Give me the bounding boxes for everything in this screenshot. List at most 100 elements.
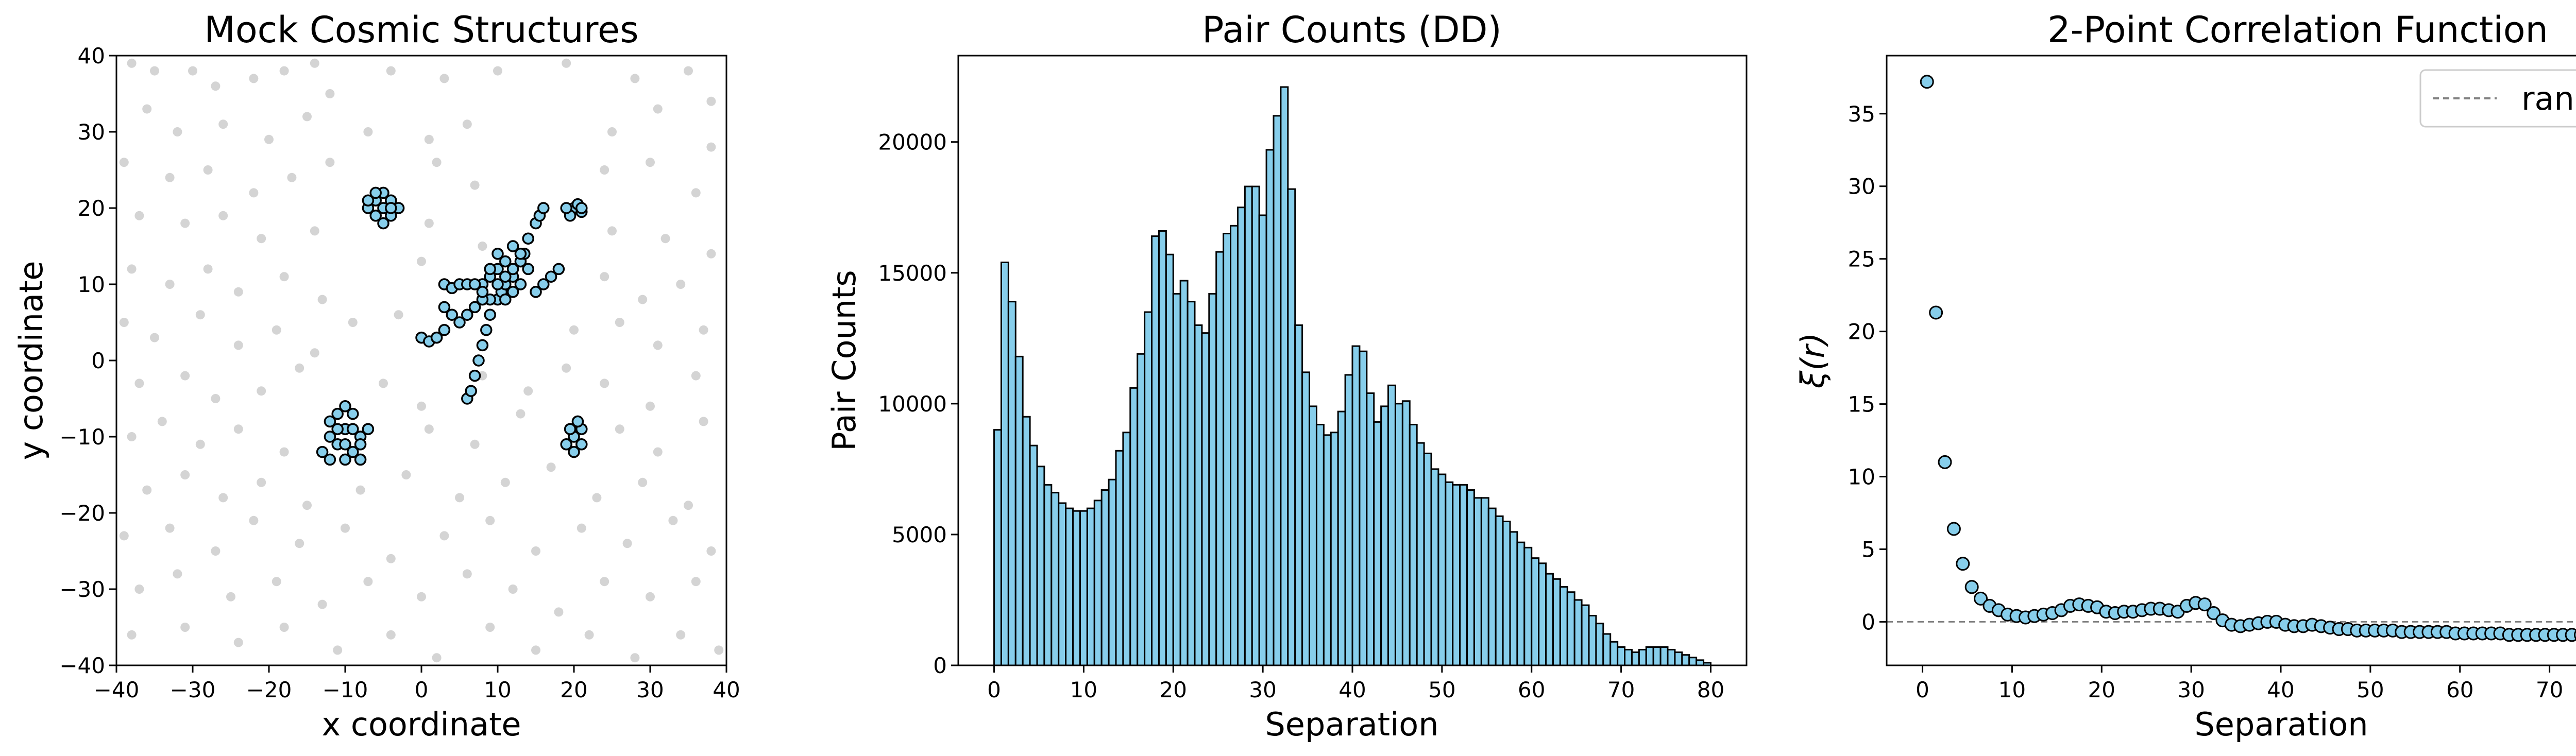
histogram-bar	[1581, 604, 1590, 666]
histogram-bar	[1631, 651, 1640, 666]
histogram-bar	[1251, 185, 1260, 666]
histogram-bar	[1545, 573, 1554, 666]
field-point	[180, 371, 190, 381]
histogram-bar	[1287, 188, 1296, 666]
y-tick-label: −40	[59, 653, 105, 678]
field-point	[417, 401, 426, 411]
cluster-point	[476, 286, 489, 298]
field-point	[165, 523, 175, 533]
cluster-point	[492, 278, 504, 290]
xi-point	[2197, 597, 2212, 612]
field-point	[638, 477, 648, 487]
field-point	[562, 58, 571, 68]
x-tick-label: 30	[2177, 677, 2205, 702]
field-point	[226, 592, 235, 602]
field-point	[310, 348, 319, 358]
field-point	[577, 523, 586, 533]
cluster-point	[552, 263, 565, 276]
histogram-bar	[1230, 225, 1239, 666]
histogram-bar	[1416, 442, 1425, 666]
x-tick-label: −30	[170, 677, 216, 702]
histogram-bar	[1158, 230, 1167, 666]
field-point	[462, 119, 472, 129]
y-tick-label: −30	[59, 577, 105, 602]
cluster-point	[468, 301, 481, 314]
field-point	[615, 318, 624, 327]
field-point	[119, 531, 129, 541]
cluster-point	[339, 400, 351, 413]
field-point	[150, 333, 159, 342]
field-point	[653, 104, 663, 114]
cluster-point	[476, 339, 489, 352]
histogram-bar	[1043, 484, 1053, 666]
chart-title: Pair Counts (DD)	[1202, 9, 1501, 51]
histogram-bar	[1179, 280, 1189, 666]
field-point	[333, 645, 343, 655]
histogram-bar	[1151, 235, 1160, 666]
field-point	[127, 58, 137, 68]
histogram-bar	[1566, 591, 1575, 666]
cluster-point	[472, 354, 485, 367]
histogram-bar	[1172, 293, 1181, 666]
y-tick-label: 20	[78, 196, 105, 221]
field-point	[646, 401, 655, 411]
field-point	[646, 158, 655, 167]
field-point	[165, 173, 175, 182]
y-tick-label: 25	[1848, 247, 1875, 272]
histogram-bar	[1058, 502, 1067, 666]
cluster-point	[339, 453, 351, 466]
field-point	[218, 493, 228, 503]
legend-entry-random: random	[2521, 80, 2576, 117]
field-point	[699, 417, 708, 426]
histogram-bar	[1330, 432, 1339, 666]
cluster-point	[575, 438, 588, 451]
x-tick-label: 10	[1998, 677, 2026, 702]
histogram-bar	[1516, 541, 1526, 666]
histogram-bar	[1065, 507, 1074, 666]
histogram-bar	[1108, 478, 1117, 666]
histogram-bar	[1258, 214, 1267, 666]
cluster-point	[369, 186, 382, 199]
histogram-bar	[1014, 355, 1024, 666]
x-tick-label: 40	[713, 677, 740, 702]
field-point	[706, 96, 716, 106]
field-point	[546, 462, 556, 472]
histogram-bar	[1445, 481, 1454, 666]
cluster-point	[575, 202, 588, 214]
field-point	[424, 424, 434, 434]
field-point	[363, 577, 373, 587]
field-point	[478, 242, 487, 251]
histogram-bar	[1452, 484, 1461, 666]
field-point	[660, 234, 670, 244]
field-point	[188, 66, 197, 76]
y-tick-label: 15000	[878, 261, 947, 286]
y-tick-label: 30	[1848, 174, 1875, 199]
y-tick-label: 15	[1848, 392, 1875, 417]
field-point	[485, 516, 495, 525]
field-point	[211, 81, 221, 91]
histogram-bar	[1459, 484, 1468, 666]
histogram-bar	[1659, 646, 1669, 666]
field-point	[348, 318, 358, 327]
legend-box	[2419, 69, 2576, 128]
y-axis-label: y coordinate	[12, 261, 50, 460]
cluster-point	[362, 423, 375, 435]
field-point	[607, 226, 617, 236]
field-point	[310, 226, 319, 236]
histogram-bar	[1531, 557, 1540, 666]
field-point	[562, 363, 571, 373]
histogram-bar	[1645, 646, 1654, 666]
cluster-point	[438, 301, 451, 314]
xi-point	[2565, 628, 2576, 642]
x-axis-label: Separation	[1265, 706, 1438, 743]
y-axis-ticks: 0 5000 10000 15000 20000	[878, 130, 958, 678]
field-point	[600, 165, 609, 175]
field-point	[211, 394, 221, 403]
xi-point	[1929, 305, 1943, 320]
field-point	[531, 546, 540, 556]
cluster-point	[468, 369, 481, 382]
x-tick-label: 0	[415, 677, 429, 702]
y-tick-label: 20	[1848, 319, 1875, 345]
field-point	[691, 188, 701, 198]
